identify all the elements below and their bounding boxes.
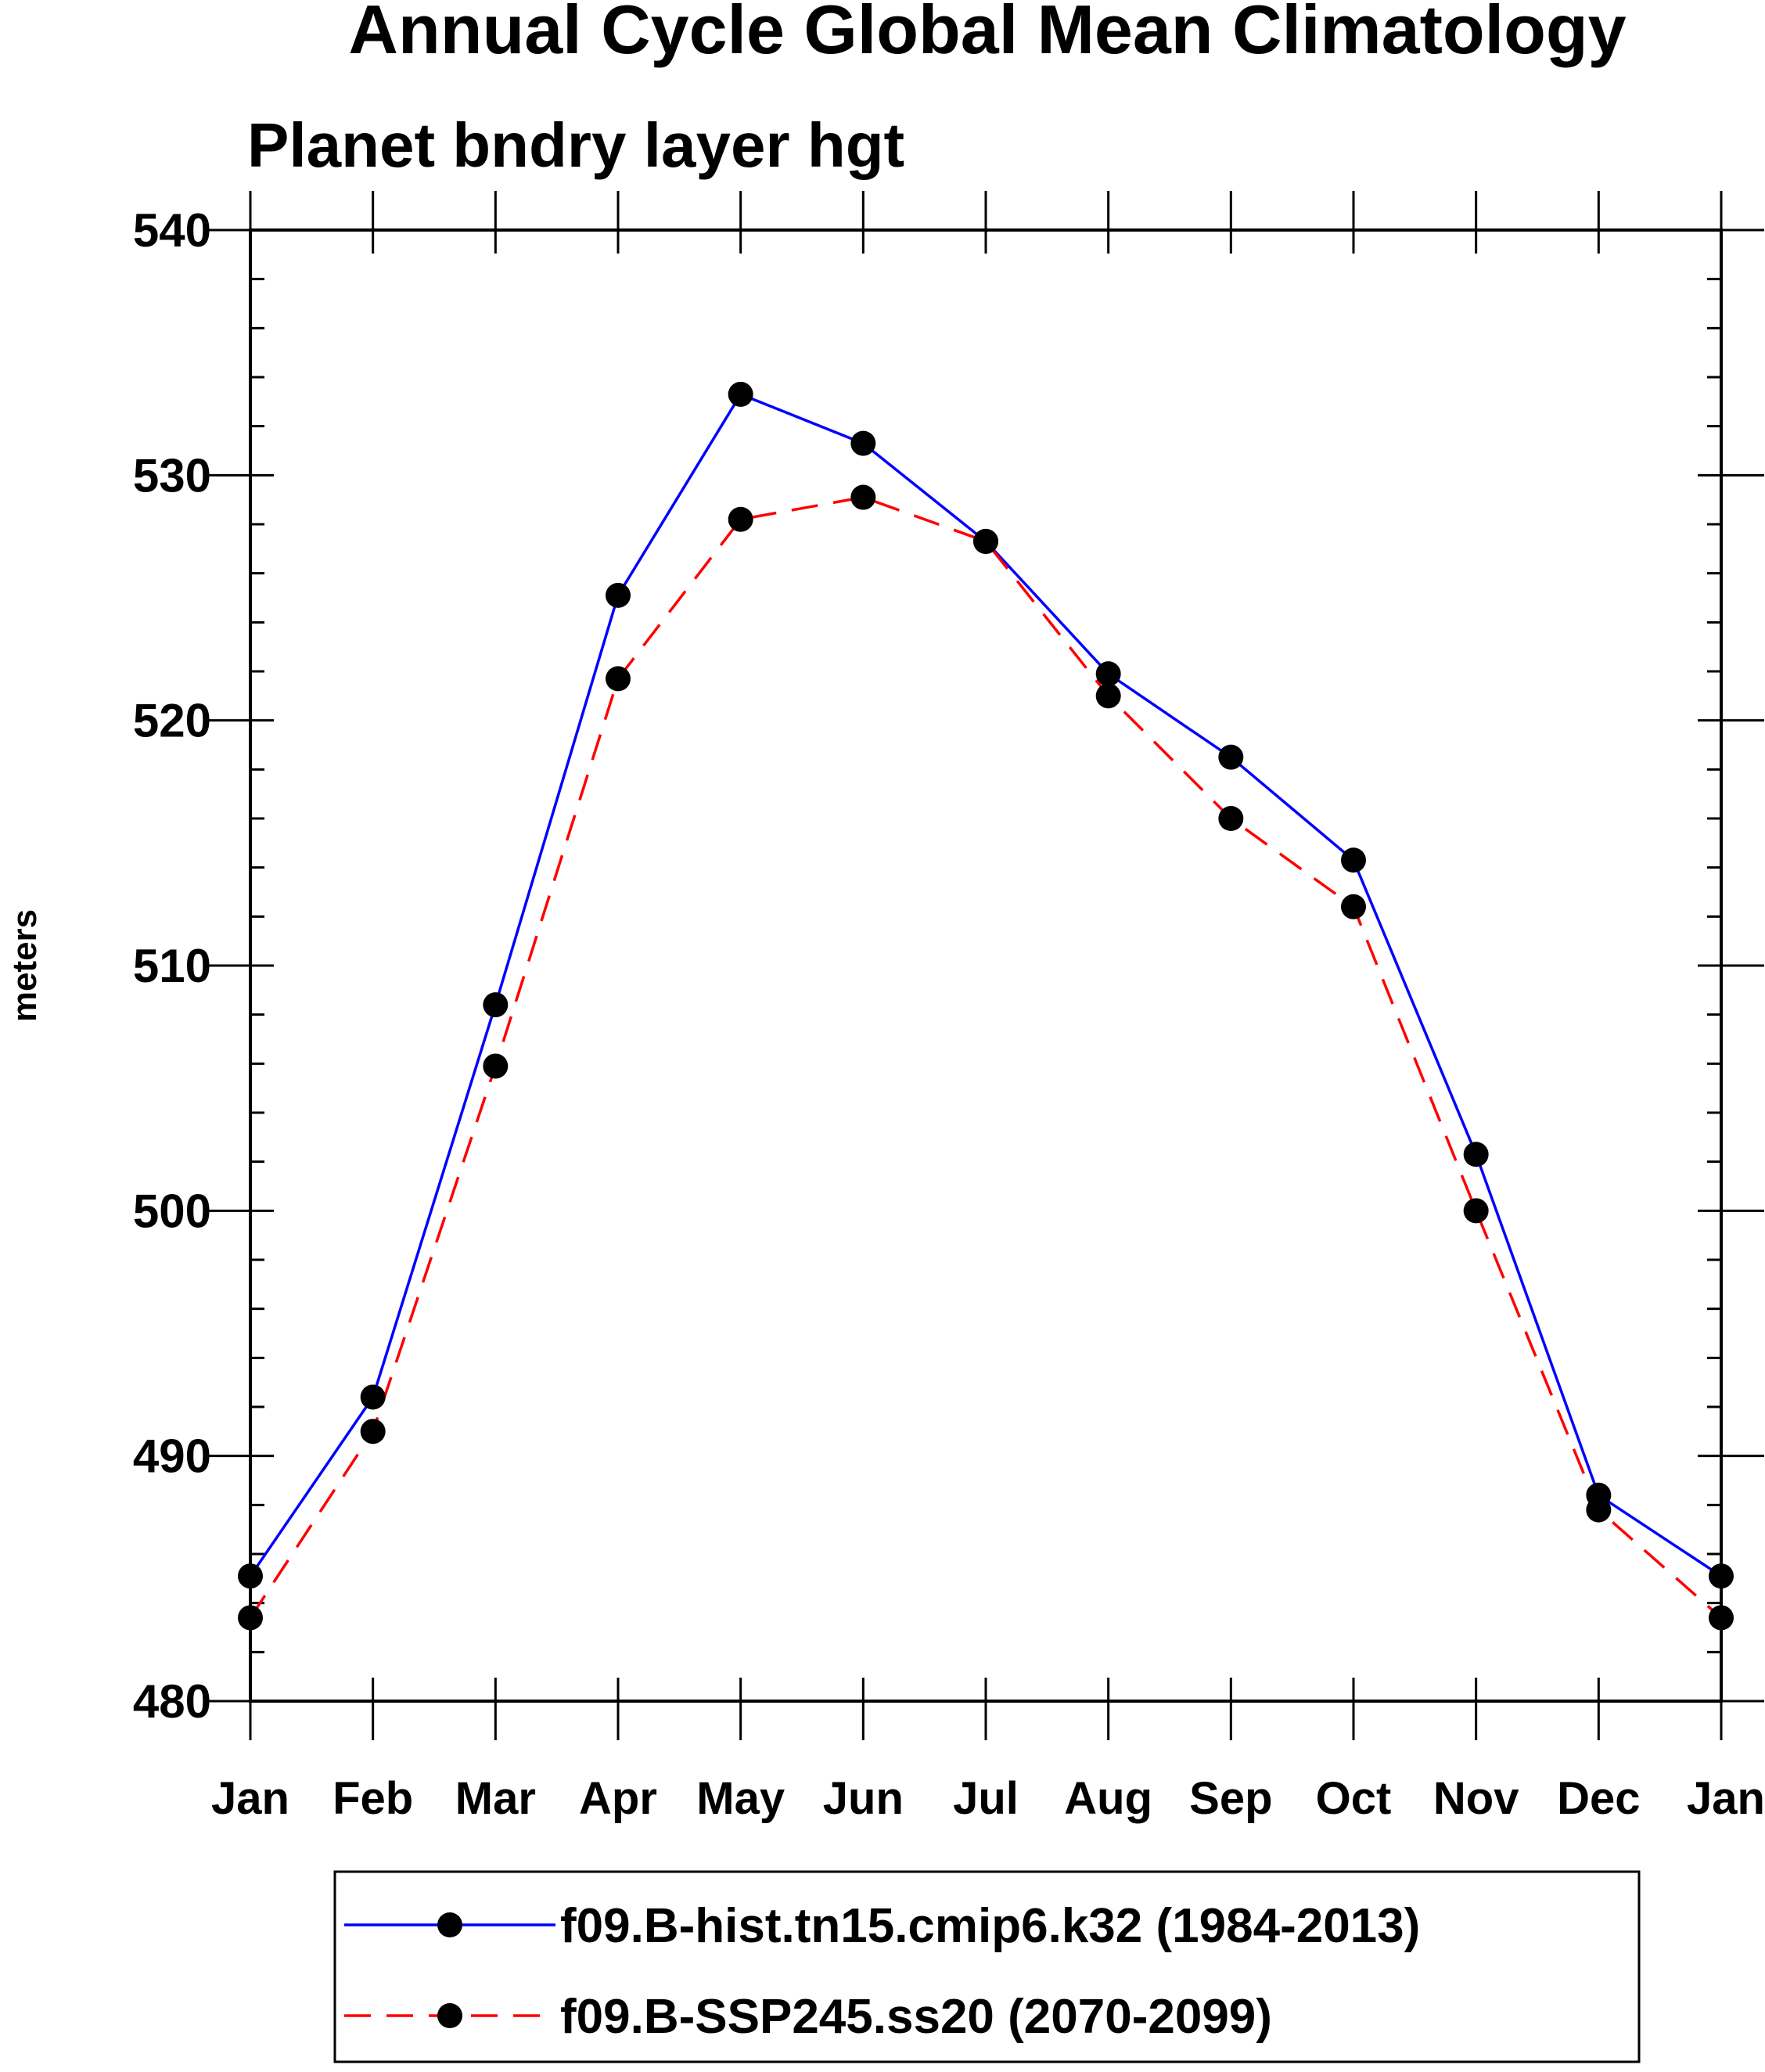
x-tick-label: Mar bbox=[455, 1773, 536, 1824]
x-tick-label: Aug bbox=[1064, 1773, 1152, 1824]
series-line-1 bbox=[249, 495, 1723, 1619]
y-tick-label: 500 bbox=[133, 1185, 211, 1237]
data-point-series-1 bbox=[728, 506, 753, 532]
data-point-series-1 bbox=[1709, 1605, 1734, 1631]
x-axis-ticks: Jan Feb Mar Apr May Jun Jul Aug Sep Oct Nov Dec Jan bbox=[211, 191, 1765, 1824]
series-line-0 bbox=[249, 393, 1722, 1577]
data-point-series-0 bbox=[1095, 661, 1121, 687]
x-tick-label: Jun bbox=[823, 1773, 904, 1824]
x-tick-label: Jul bbox=[953, 1773, 1019, 1824]
y-axis-ticks: 480 490 500 510 520 530 540 bbox=[133, 204, 1764, 1728]
y-tick-label: 490 bbox=[133, 1430, 211, 1483]
x-tick-label: May bbox=[696, 1773, 785, 1824]
chart-title: Annual Cycle Global Mean Climatology bbox=[348, 0, 1626, 68]
legend-label-ssp: f09.B-SSP245.ss20 (2070-2099) bbox=[560, 1990, 1272, 2044]
data-point-series-1 bbox=[606, 666, 631, 692]
plot-area: 480 490 500 510 520 530 540 Jan Feb Mar Apr May Jun… bbox=[133, 191, 1765, 1824]
data-point-series-1 bbox=[1463, 1198, 1489, 1224]
data-point-series-1 bbox=[360, 1419, 386, 1444]
x-tick-label: Apr bbox=[579, 1773, 657, 1824]
x-tick-label: Sep bbox=[1189, 1773, 1272, 1824]
legend-label-hist: f09.B-hist.tn15.cmip6.k32 (1984-2013) bbox=[560, 1899, 1420, 1953]
data-point-series-1 bbox=[483, 1053, 509, 1079]
data-point-series-1 bbox=[1095, 683, 1121, 709]
data-point-series-1 bbox=[973, 528, 998, 554]
y-tick-label: 530 bbox=[133, 449, 211, 502]
data-point-series-1 bbox=[1341, 894, 1366, 919]
data-point-series-1 bbox=[1586, 1497, 1612, 1523]
x-tick-label: Nov bbox=[1433, 1773, 1519, 1824]
legend-marker-hist bbox=[437, 1912, 462, 1937]
data-point-series-0 bbox=[1218, 744, 1244, 770]
data-point-series-1 bbox=[1218, 806, 1244, 831]
data-point-series-0 bbox=[483, 992, 509, 1018]
legend-marker-ssp bbox=[437, 2003, 462, 2028]
x-tick-label: Dec bbox=[1557, 1773, 1640, 1824]
series-lines bbox=[249, 393, 1723, 1619]
chart-subtitle: Planet bndry layer hgt bbox=[247, 110, 904, 180]
data-point-series-0 bbox=[360, 1384, 386, 1410]
y-tick-label: 480 bbox=[133, 1675, 211, 1728]
data-point-series-0 bbox=[606, 582, 631, 608]
x-tick-label: Jan bbox=[1687, 1773, 1765, 1824]
data-point-series-0 bbox=[850, 430, 876, 456]
plot-frame bbox=[249, 228, 1723, 1703]
x-tick-label: Jan bbox=[211, 1773, 289, 1824]
data-point-series-1 bbox=[850, 484, 876, 510]
y-axis-label: meters bbox=[5, 909, 44, 1022]
data-point-series-1 bbox=[238, 1605, 263, 1631]
y-tick-label: 510 bbox=[133, 940, 211, 992]
y-tick-label: 520 bbox=[133, 695, 211, 747]
series-points bbox=[238, 381, 1734, 1631]
data-point-series-0 bbox=[1463, 1142, 1489, 1167]
data-point-series-0 bbox=[1709, 1563, 1734, 1589]
x-tick-label: Feb bbox=[333, 1773, 413, 1824]
legend-frame bbox=[333, 1870, 1641, 2063]
data-point-series-0 bbox=[238, 1563, 263, 1589]
legend: f09.B-hist.tn15.cmip6.k32 (1984-2013) f0… bbox=[333, 1870, 1641, 2063]
y-tick-label: 540 bbox=[133, 204, 211, 257]
data-point-series-0 bbox=[1341, 847, 1366, 873]
data-point-series-0 bbox=[728, 381, 753, 407]
x-tick-label: Oct bbox=[1316, 1773, 1392, 1824]
